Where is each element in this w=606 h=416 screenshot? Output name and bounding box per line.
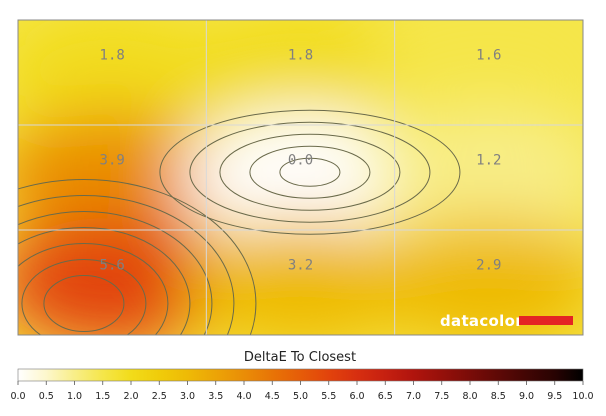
plot-area: 1.8 1.8 1.6 3.9 0.0 1.2 5.6 3.2 2.9 xyxy=(17,19,584,336)
heat-cell xyxy=(183,20,418,138)
heat-cell xyxy=(18,217,229,335)
colorbar-ticks: 0.0 0.5 1.0 1.5 2.0 2.5 3.0 3.5 4.0 4.5 5.0 5.5 6.0 6… xyxy=(10,381,594,402)
cell-value-label: 1.8 xyxy=(288,48,313,64)
cell-value-labels: 1.8 1.8 1.6 3.9 0.0 1.2 5.6 3.2 2.9 xyxy=(100,48,502,274)
heat-cell xyxy=(183,217,418,335)
contour-line xyxy=(18,227,191,335)
colorbar-tick-label: 6.5 xyxy=(378,391,393,402)
colorbar-tick-label: 6.0 xyxy=(349,391,364,402)
contour-line xyxy=(18,195,235,335)
colorbar-tick-label: 2.0 xyxy=(123,391,138,402)
colorbar-tick-label: 7.0 xyxy=(406,391,421,402)
colorbar-tick-label: 1.0 xyxy=(67,391,82,402)
contour-line xyxy=(219,133,401,211)
colorbar: 0.0 0.5 1.0 1.5 2.0 2.5 3.0 3.5 4.0 4.5 5.0 5.5 6.0 6… xyxy=(10,368,594,402)
colorbar-tick-label: 7.5 xyxy=(434,391,449,402)
contour-line xyxy=(21,259,147,335)
colorbar-tick-label: 8.5 xyxy=(491,391,506,402)
colorbar-tick-label: 1.5 xyxy=(95,391,110,402)
colorbar-tick-label: 2.5 xyxy=(152,391,167,402)
heat-cell xyxy=(183,112,418,243)
colorbar-gradient xyxy=(17,368,584,382)
datacolor-wordmark: datacolor xyxy=(440,312,523,330)
cell-value-label: 5.6 xyxy=(100,258,125,274)
cell-value-label: 1.8 xyxy=(100,48,125,64)
colorbar-tick-label: 10.0 xyxy=(572,391,593,402)
cell-value-label: 2.9 xyxy=(476,258,501,274)
colorbar-tick-label: 5.5 xyxy=(321,391,336,402)
colorbar-tick-label: 0.5 xyxy=(39,391,54,402)
colorbar-tick-label: 0.0 xyxy=(10,391,25,402)
contour-line xyxy=(18,211,213,335)
contour-line xyxy=(249,145,371,199)
cell-value-label: 1.6 xyxy=(476,48,501,64)
colorbar-tick-label: 9.0 xyxy=(519,391,534,402)
cell-value-label: 3.2 xyxy=(288,258,313,274)
cell-value-label: 0.0 xyxy=(288,153,313,169)
colorbar-tick-label: 3.0 xyxy=(180,391,195,402)
contour-line xyxy=(18,179,257,335)
contour-line xyxy=(279,157,341,187)
contour-line xyxy=(18,243,169,335)
heat-cell xyxy=(372,20,583,138)
colorbar-title: DeltaE To Closest xyxy=(244,350,356,365)
cell-value-label: 3.9 xyxy=(100,153,125,169)
colorbar-tick-label: 3.5 xyxy=(208,391,223,402)
heat-cell xyxy=(372,112,583,243)
colorbar-tick-label: 4.5 xyxy=(265,391,280,402)
contour-line xyxy=(159,109,461,235)
colorbar-tick-label: 9.5 xyxy=(547,391,562,402)
cell-value-label: 1.2 xyxy=(476,153,501,169)
colorbar-tick-label: 5.0 xyxy=(293,391,308,402)
contour-line xyxy=(189,121,431,223)
contour-line xyxy=(43,275,125,332)
colorbar-tick-label: 8.0 xyxy=(462,391,477,402)
heat-cell xyxy=(372,217,583,335)
heat-blobs xyxy=(18,20,583,335)
colorbar-tick-label: 4.0 xyxy=(236,391,251,402)
grid-lines xyxy=(18,20,583,335)
datacolor-logo: datacolor xyxy=(440,312,573,330)
heat-cell xyxy=(18,20,229,138)
contour-lines xyxy=(18,109,461,335)
heat-cell xyxy=(18,112,229,243)
datacolor-logo-bar xyxy=(519,316,573,325)
plot-border xyxy=(17,19,584,336)
